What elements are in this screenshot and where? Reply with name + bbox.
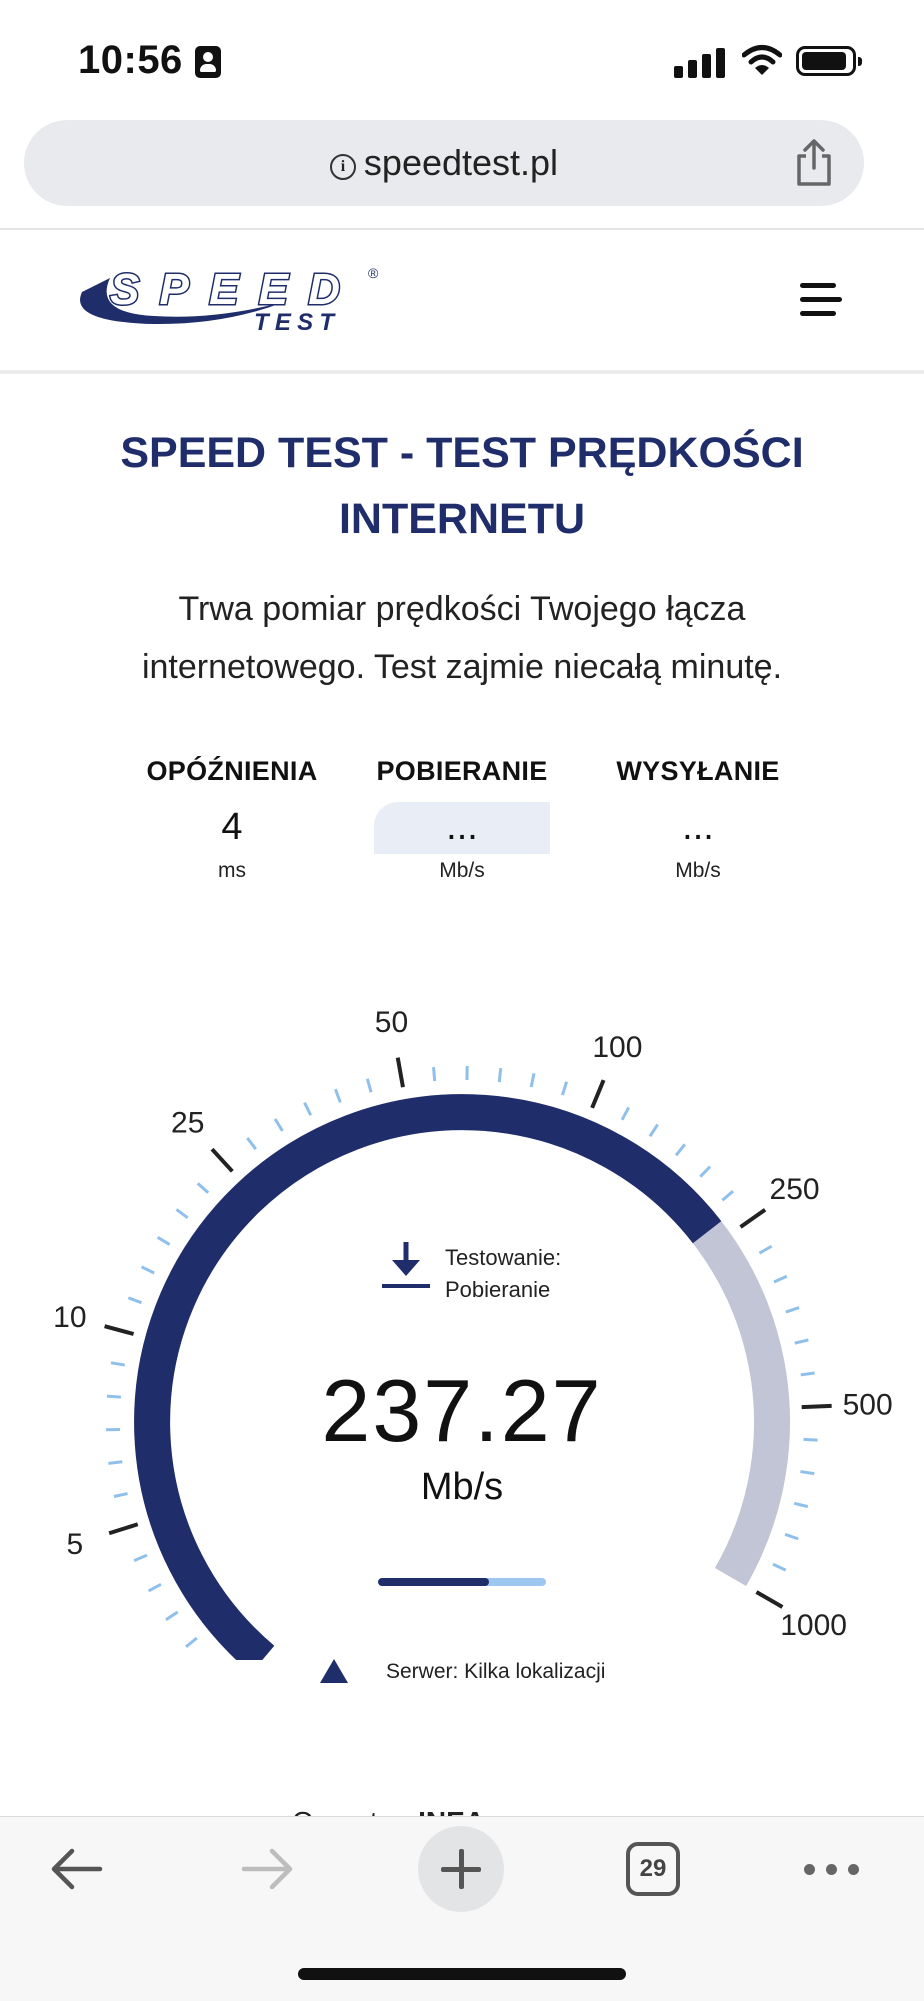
site-info-icon[interactable]: i — [330, 154, 356, 180]
gauge-minor-tick — [305, 1103, 311, 1116]
page-title: SPEED TEST - TEST PRĘDKOŚCI INTERNETU — [60, 420, 864, 552]
gauge-minor-tick — [176, 1209, 187, 1217]
back-arrow-icon[interactable] — [46, 1844, 106, 1894]
gauge-minor-tick — [128, 1298, 141, 1303]
menu-hamburger-icon[interactable] — [800, 283, 842, 317]
gauge-scale-label: 100 — [592, 1031, 642, 1064]
speed-gauge: 051025501002505001000 — [0, 1010, 924, 1660]
gauge-major-tick — [741, 1210, 766, 1227]
gauge-minor-tick — [531, 1073, 534, 1087]
speedtest-logo[interactable]: SPEED TEST ® — [74, 258, 394, 338]
current-speed-value: 237.27 — [0, 1360, 924, 1462]
new-tab-plus-button[interactable] — [418, 1826, 504, 1912]
cellular-signal-icon — [674, 46, 726, 78]
gauge-minor-tick — [186, 1638, 197, 1647]
download-stat: POBIERANIE ... Mb/s — [362, 756, 562, 883]
gauge-scale-label: 5 — [66, 1528, 83, 1561]
logo-sub-text: TEST — [254, 309, 336, 336]
gauge-major-tick — [756, 1592, 782, 1607]
logo-main-text: SPEED — [110, 265, 340, 314]
gauge-major-tick — [109, 1524, 138, 1533]
share-icon[interactable] — [792, 138, 836, 188]
latency-stat: OPÓŹNIENIA 4 ms — [132, 756, 332, 883]
gauge-minor-tick — [676, 1144, 685, 1155]
gauge-minor-tick — [247, 1138, 255, 1149]
test-progress-fill — [378, 1578, 489, 1586]
current-speed-unit: Mb/s — [0, 1466, 924, 1509]
gauge-scale-label: 1000 — [780, 1609, 847, 1642]
gauge-minor-tick — [622, 1107, 629, 1119]
download-arrow-icon — [378, 1240, 434, 1290]
gauge-minor-tick — [786, 1308, 799, 1313]
gauge-scale-label: 50 — [375, 1010, 408, 1039]
gauge-scale-label: 25 — [171, 1107, 204, 1140]
server-triangle-icon[interactable] — [320, 1659, 348, 1683]
gauge-minor-tick — [149, 1584, 161, 1591]
page-subtitle: Trwa pomiar prędkości Twojego łącza inte… — [60, 580, 864, 696]
status-time: 10:56 — [78, 38, 183, 83]
gauge-minor-tick — [367, 1079, 371, 1092]
gauge-minor-tick — [499, 1068, 501, 1082]
stat-value: 4 — [132, 805, 332, 849]
more-options-icon[interactable] — [804, 1864, 860, 1876]
forward-arrow-icon[interactable] — [238, 1844, 298, 1894]
stat-label: OPÓŹNIENIA — [132, 756, 332, 787]
address-bar[interactable]: i speedtest.pl — [24, 120, 864, 206]
gauge-minor-tick — [434, 1067, 435, 1081]
person-id-icon — [195, 46, 221, 78]
gauge-minor-tick — [158, 1237, 170, 1244]
divider — [0, 228, 924, 230]
gauge-minor-tick — [773, 1564, 786, 1570]
gauge-major-tick — [105, 1326, 134, 1334]
divider — [0, 370, 924, 374]
battery-icon — [796, 46, 856, 76]
gauge-scale-label: 10 — [53, 1301, 86, 1334]
logo-registered-mark: ® — [368, 265, 379, 281]
gauge-major-tick — [592, 1080, 603, 1108]
gauge-minor-tick — [198, 1183, 208, 1192]
test-status: Testowanie: Pobieranie — [445, 1242, 561, 1306]
stat-value: ... — [598, 805, 798, 849]
url-text[interactable]: speedtest.pl — [364, 142, 558, 183]
gauge-minor-tick — [275, 1119, 282, 1131]
gauge-minor-tick — [785, 1534, 798, 1539]
gauge-minor-tick — [650, 1125, 658, 1137]
gauge-major-tick — [398, 1058, 403, 1088]
gauge-minor-tick — [335, 1089, 340, 1102]
gauge-minor-tick — [795, 1340, 809, 1343]
wifi-icon — [742, 44, 782, 78]
stat-label: WYSYŁANIE — [598, 756, 798, 787]
gauge-major-tick — [212, 1149, 232, 1171]
stat-unit: ms — [132, 859, 332, 883]
server-label[interactable]: Serwer: Kilka lokalizacji — [386, 1660, 605, 1684]
stat-label: POBIERANIE — [362, 756, 562, 787]
stat-value: ... — [362, 805, 562, 849]
upload-stat: WYSYŁANIE ... Mb/s — [598, 756, 798, 883]
gauge-minor-tick — [562, 1082, 566, 1095]
gauge-minor-tick — [700, 1167, 710, 1177]
gauge-minor-tick — [166, 1612, 178, 1620]
tabs-count-button[interactable]: 29 — [626, 1842, 680, 1896]
test-progress-bar — [378, 1578, 546, 1586]
gauge-minor-tick — [142, 1267, 155, 1273]
gauge-minor-tick — [774, 1276, 787, 1282]
gauge-minor-tick — [134, 1555, 147, 1560]
gauge-minor-tick — [759, 1246, 771, 1253]
gauge-minor-tick — [722, 1191, 733, 1200]
gauge-scale-label: 250 — [770, 1173, 820, 1206]
home-indicator — [298, 1968, 626, 1980]
stat-unit: Mb/s — [362, 859, 562, 883]
stat-unit: Mb/s — [598, 859, 798, 883]
